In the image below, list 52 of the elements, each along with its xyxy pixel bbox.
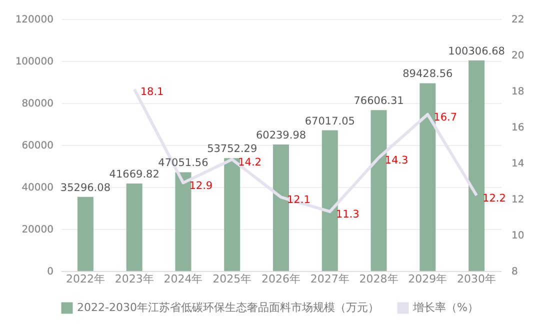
y-tick-label: 40000 xyxy=(22,182,54,194)
data-label: 100306.68 xyxy=(448,45,505,58)
y2-tick-label: 20 xyxy=(512,50,524,62)
data-label: 16.7 xyxy=(434,111,458,124)
data-label: 35296.08 xyxy=(60,182,110,194)
bar xyxy=(273,144,289,271)
bar xyxy=(224,158,240,271)
y2-tick-label: 18 xyxy=(512,86,524,98)
legend-label: 2022-2030年江苏省低碳环保生态奢品面料市场规模（万元） xyxy=(77,301,379,314)
x-tick-label: 2022年 xyxy=(66,272,105,286)
y2-tick-label: 8 xyxy=(512,266,518,278)
x-tick-label: 2027年 xyxy=(310,272,350,286)
data-label: 12.9 xyxy=(189,180,213,192)
data-label: 18.1 xyxy=(140,86,164,98)
x-tick-label: 2025年 xyxy=(212,272,252,286)
data-label: 53752.29 xyxy=(207,143,258,156)
bar xyxy=(468,60,485,271)
data-label: 11.3 xyxy=(336,208,360,221)
x-tick-label: 2024年 xyxy=(164,272,203,286)
y-tick-label: 0 xyxy=(47,266,54,278)
bar xyxy=(322,130,338,271)
data-label: 47051.56 xyxy=(158,157,209,170)
x-tick-label: 2026年 xyxy=(262,272,300,286)
y-tick-label: 100000 xyxy=(15,56,54,68)
y-tick-label: 120000 xyxy=(15,14,54,26)
legend-label: 增长率（%） xyxy=(412,301,478,314)
y2-tick-label: 14 xyxy=(512,158,524,170)
data-label: 41669.82 xyxy=(109,168,160,180)
data-label: 67017.05 xyxy=(304,115,355,128)
y2-tick-label: 22 xyxy=(512,14,524,26)
bar xyxy=(370,110,387,271)
bar xyxy=(420,83,436,271)
y2-tick-label: 12 xyxy=(512,194,524,206)
data-label: 14.3 xyxy=(384,154,408,167)
data-label: 12.2 xyxy=(482,192,506,204)
y2-tick-label: 10 xyxy=(512,230,524,242)
y-tick-label: 80000 xyxy=(22,98,54,110)
data-label: 14.2 xyxy=(238,156,262,168)
bar xyxy=(175,172,192,271)
data-label: 60239.98 xyxy=(256,129,306,142)
y2-tick-label: 16 xyxy=(512,122,524,134)
data-label: 89428.56 xyxy=(402,68,454,80)
x-tick-label: 2028年 xyxy=(359,272,398,286)
bar xyxy=(77,196,94,271)
y-tick-label: 20000 xyxy=(22,224,54,236)
data-label: 76606.31 xyxy=(354,95,404,108)
x-tick-label: 2030年 xyxy=(457,272,496,286)
y-tick-label: 60000 xyxy=(22,140,54,152)
x-tick-label: 2029年 xyxy=(408,272,448,286)
x-tick-label: 2023年 xyxy=(114,272,154,286)
data-label: 12.1 xyxy=(287,194,310,206)
bar xyxy=(126,183,142,271)
